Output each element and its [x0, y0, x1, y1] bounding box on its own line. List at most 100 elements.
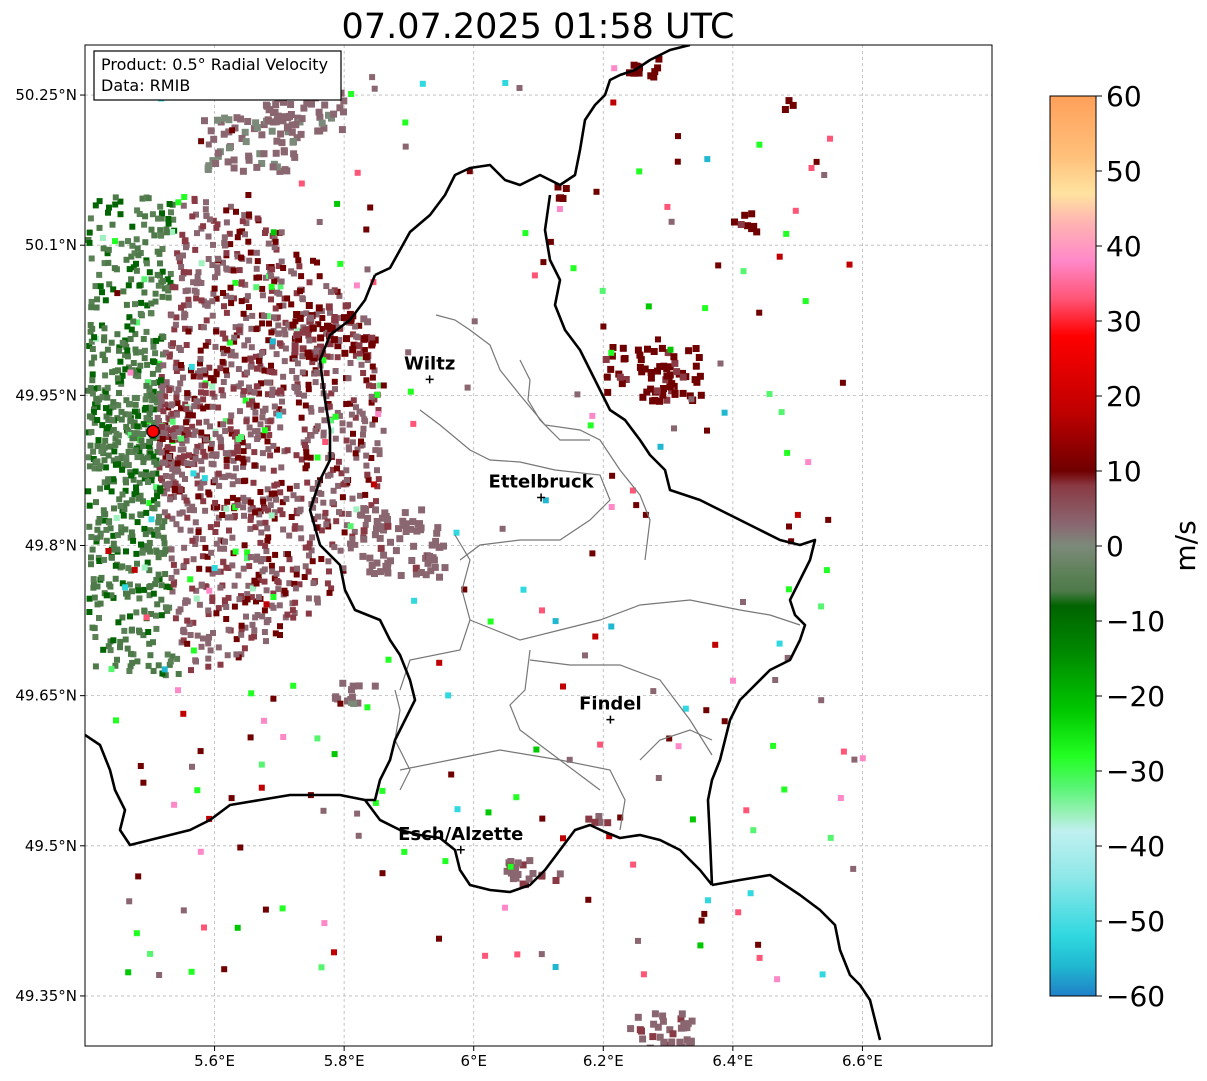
echo-cell — [277, 489, 284, 496]
echo-cell — [276, 330, 283, 337]
echo-cell — [258, 160, 266, 167]
echo-cell — [281, 166, 289, 174]
echo-cell — [184, 390, 191, 397]
colorbar-tick-label: −50 — [1106, 905, 1165, 938]
echo-cell — [376, 451, 383, 458]
echo-cell — [236, 327, 243, 334]
echo-cell — [560, 683, 566, 690]
echo-cell — [168, 555, 175, 562]
echo-cell — [93, 304, 100, 311]
echo-cell — [240, 391, 247, 398]
echo-cell — [292, 599, 299, 606]
echo-cell — [173, 568, 180, 575]
echo-cell — [154, 493, 161, 500]
echo-cell — [315, 108, 323, 116]
echo-cell — [133, 349, 140, 356]
x-tick-label: 6.2°E — [583, 1052, 624, 1070]
echo-cell — [133, 260, 139, 267]
echo-cell — [181, 453, 188, 460]
echo-cell — [256, 390, 262, 397]
echo-cell — [750, 827, 757, 834]
echo-cell — [349, 682, 357, 690]
echo-cell — [215, 470, 222, 477]
echo-cell — [297, 506, 304, 513]
echo-cell — [203, 436, 209, 443]
echo-cell — [280, 98, 287, 106]
echo-cell — [359, 410, 366, 417]
echo-cell — [345, 375, 352, 382]
echo-cell — [276, 340, 283, 347]
echo-cell — [158, 398, 165, 405]
echo-cell — [334, 342, 342, 350]
echo-cell — [136, 211, 143, 217]
echo-cell — [151, 458, 158, 465]
echo-cell — [263, 548, 270, 555]
echo-cell — [117, 638, 124, 645]
echo-cell — [354, 699, 362, 707]
echo-cell — [97, 485, 104, 492]
echo-cell — [233, 429, 240, 436]
echo-cell — [636, 1026, 644, 1034]
echo-cell — [131, 430, 138, 437]
echo-cell — [315, 321, 322, 328]
echo-cell — [268, 602, 275, 609]
echo-cell — [419, 80, 426, 87]
echo-cell — [813, 158, 820, 165]
echo-cell — [127, 432, 134, 438]
echo-cell — [256, 357, 262, 364]
echo-cell — [294, 381, 301, 388]
echo-cell — [200, 498, 207, 505]
echo-cell — [640, 971, 647, 978]
echo-cell — [231, 582, 238, 589]
echo-cell — [220, 290, 226, 296]
echo-cell — [220, 130, 228, 138]
echo-cell — [96, 271, 103, 278]
echo-cell — [321, 101, 329, 109]
echo-cell — [360, 370, 367, 376]
echo-cell — [228, 795, 235, 802]
echo-cell — [125, 411, 132, 418]
echo-cell — [168, 473, 175, 480]
echo-cell — [359, 552, 367, 560]
echo-cell — [214, 521, 220, 528]
echo-cell — [525, 875, 533, 883]
echo-cell — [148, 477, 155, 484]
echo-cell — [703, 707, 710, 714]
echo-cell — [610, 99, 617, 106]
echo-cell — [681, 1049, 688, 1056]
echo-cell — [112, 201, 119, 208]
echo-cell — [413, 527, 421, 535]
echo-cell — [683, 1024, 691, 1032]
echo-cell — [137, 362, 144, 369]
echo-cell — [304, 349, 312, 357]
echo-cell — [167, 279, 174, 286]
echo-cell — [111, 505, 117, 512]
echo-cell — [223, 309, 230, 316]
echo-cell — [629, 487, 636, 494]
echo-cell — [273, 570, 280, 577]
echo-cell — [225, 472, 232, 479]
echo-cell — [303, 99, 311, 107]
echo-cell — [251, 633, 257, 640]
echo-cell — [331, 544, 338, 551]
echo-cell — [199, 536, 206, 543]
echo-cell — [195, 269, 202, 276]
echo-cell — [205, 141, 212, 148]
echo-cell — [556, 870, 564, 878]
echo-cell — [193, 448, 200, 455]
echo-cell — [178, 459, 185, 465]
echo-cell — [276, 602, 283, 609]
echo-cell — [209, 262, 216, 268]
echo-cell — [376, 534, 384, 542]
echo-cell — [740, 268, 747, 275]
echo-cell — [592, 633, 599, 640]
echo-cell — [304, 479, 311, 486]
echo-cell — [220, 330, 227, 337]
echo-cell — [291, 580, 298, 587]
echo-cell — [671, 359, 679, 367]
echo-cell — [105, 643, 112, 650]
echo-cell — [240, 448, 247, 455]
echo-cell — [371, 682, 379, 690]
echo-cell — [265, 106, 273, 114]
